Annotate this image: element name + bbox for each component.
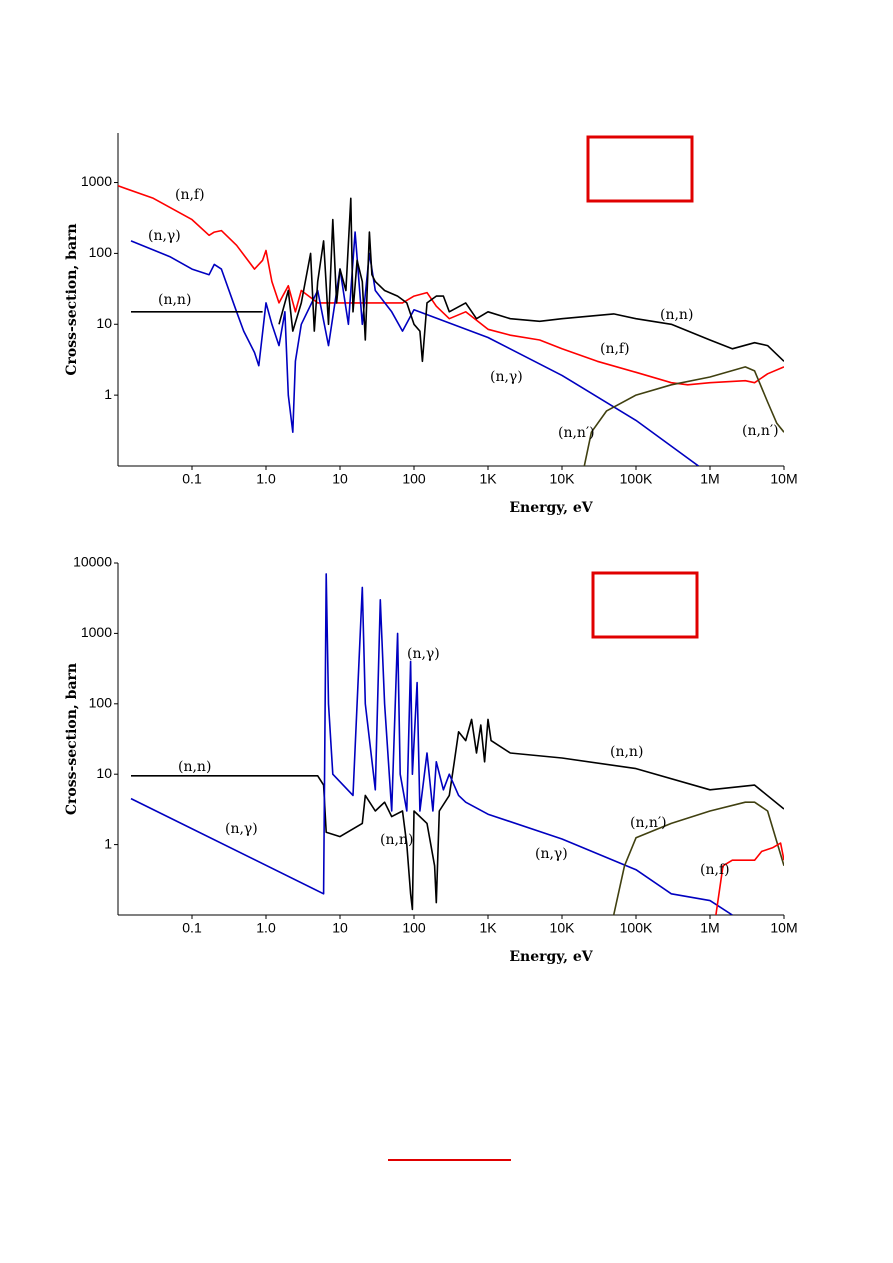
x-axis-title: Energy, eV: [509, 500, 593, 516]
x-tick-label: 1.0: [256, 471, 276, 487]
x-tick-label: 10K: [550, 920, 576, 936]
x-tick-label: 100K: [620, 920, 653, 936]
curve-label: (n,n): [178, 759, 211, 775]
curve-label: (n,n′): [742, 423, 779, 439]
series-line: [130, 573, 733, 915]
x-tick-label: 0.1: [182, 471, 202, 487]
curve-label: (n,n): [660, 307, 693, 323]
series-line: [130, 231, 699, 466]
x-tick-label: 1M: [700, 920, 719, 936]
y-tick-label: 1: [104, 835, 112, 851]
x-tick-label: 1M: [700, 471, 719, 487]
y-tick-label: 1000: [81, 173, 112, 189]
y-tick-label: 10: [96, 765, 112, 781]
curve-label: (n,f): [175, 187, 205, 203]
curve-label: (n,n′): [558, 425, 595, 441]
x-tick-label: 0.1: [182, 920, 202, 936]
y-tick-label: 1: [104, 386, 112, 402]
y-axis-title: Cross-section, barn: [64, 663, 80, 815]
y-tick-label: 1000: [81, 624, 112, 640]
x-tick-label: 10M: [770, 471, 797, 487]
x-tick-label: 1K: [479, 920, 497, 936]
curve-label: (n,γ): [225, 821, 258, 837]
y-tick-label: 100: [89, 244, 113, 260]
series-line: [131, 197, 784, 363]
series-line: [715, 842, 784, 915]
y-tick-label: 10: [96, 315, 112, 331]
curve-label: (n,n): [610, 744, 643, 760]
x-axis-title: Energy, eV: [509, 949, 593, 965]
x-tick-label: 10: [332, 920, 348, 936]
x-tick-label: 100K: [620, 471, 653, 487]
x-tick-label: 10: [332, 471, 348, 487]
chart: 0.1 1.0 10 100 1K 10K 100K 1M 10M 1 10 100 1000 Energ…: [64, 133, 798, 516]
x-tick-label: 10K: [550, 471, 576, 487]
curve-label: (n,γ): [535, 846, 568, 862]
chart: 0.1 1.0 10 100 1K 10K 100K 1M 10M 1 10 100 1000 10000…: [64, 554, 798, 965]
y-tick-label: 100: [89, 695, 113, 711]
y-tick-label: 10000: [73, 554, 112, 570]
curve-label: (n,γ): [407, 646, 440, 662]
y-axis-title: Cross-section, barn: [64, 223, 80, 375]
x-tick-label: 100: [402, 920, 426, 936]
series-line: [118, 185, 784, 386]
curve-label: (n,n): [158, 292, 191, 308]
series-line: [131, 718, 784, 911]
curve-label: (n,n): [380, 832, 413, 848]
series-line: [612, 801, 784, 915]
x-tick-label: 1K: [479, 471, 497, 487]
curve-label: (n,f): [700, 862, 730, 878]
curve-label: (n,f): [600, 341, 630, 357]
red-box: [586, 135, 694, 203]
curve-label: (n,γ): [148, 228, 181, 244]
red-box: [591, 571, 699, 639]
x-tick-label: 10M: [770, 920, 797, 936]
curve-label: (n,n′): [630, 815, 667, 831]
series-line: [583, 366, 784, 466]
curve-label: (n,γ): [490, 369, 523, 385]
x-tick-label: 1.0: [256, 920, 276, 936]
x-tick-label: 100: [402, 471, 426, 487]
